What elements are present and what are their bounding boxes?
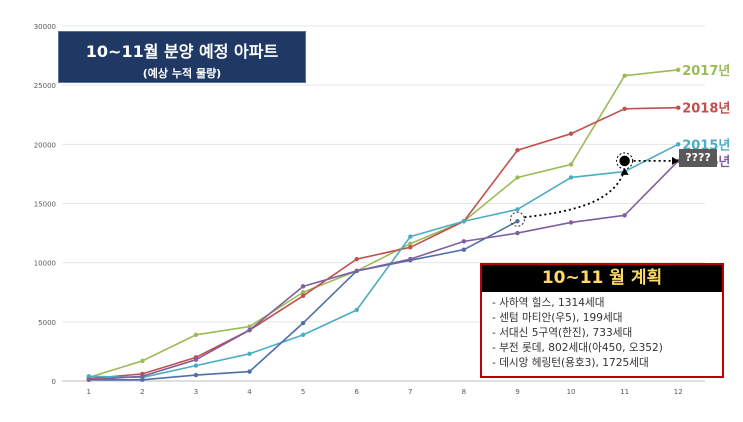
y-axis: 0 5000 10000 15000 20000 25000 30000 (34, 23, 56, 386)
chart-subtitle: (예상 누적 물량) (142, 67, 222, 80)
data-point (140, 377, 145, 383)
chart-title-box: 10~11월 분양 예정 아파트 (예상 누적 물량) (58, 31, 306, 83)
data-point (247, 369, 252, 374)
data-point (408, 245, 413, 250)
data-point (247, 351, 252, 356)
data-point (622, 73, 627, 78)
arrow-head (620, 167, 629, 175)
series-line (88, 106, 679, 380)
data-point (354, 307, 359, 313)
data-point (300, 284, 306, 289)
data-point (408, 241, 413, 246)
x-tick-label: 4 (247, 388, 252, 396)
plan-item: - 부전 롯데, 802세대(아450, 오352) (492, 342, 663, 354)
data-point (408, 234, 413, 239)
chart-grid (62, 25, 705, 382)
data-point (461, 219, 467, 224)
data-point (408, 256, 413, 262)
data-point (193, 357, 199, 362)
plan-item: - 사하역 힐스, 1314세대 (492, 297, 605, 309)
data-point (354, 256, 359, 262)
x-tick-label: 7 (408, 388, 412, 396)
forecast-circle (509, 211, 525, 227)
plan-item: - 서대신 5구역(한진), 733세대 (492, 327, 633, 339)
data-point (140, 374, 145, 379)
data-point (300, 290, 306, 295)
data-point (515, 175, 520, 180)
data-point (193, 372, 199, 378)
x-tick-label: 2 (140, 388, 144, 396)
y-tick-label: 10000 (34, 260, 56, 268)
forecast-ring (616, 152, 634, 170)
x-tick-label: 8 (462, 388, 466, 396)
x-tick-label: 12 (674, 388, 683, 396)
data-point (300, 293, 306, 298)
forecast-point (617, 154, 632, 168)
data-point (515, 148, 520, 153)
x-tick-label: 11 (620, 388, 629, 396)
data-point (193, 332, 199, 338)
data-point (354, 268, 359, 274)
x-axis: 1 2 3 4 5 6 7 8 9 10 11 12 (87, 388, 683, 396)
plan-heading: 10~11 월 계획 (482, 265, 722, 292)
data-point (300, 320, 306, 326)
x-tick-label: 1 (87, 388, 91, 396)
arrow-head (672, 156, 679, 165)
series-line (88, 143, 679, 379)
x-tick-label: 9 (515, 388, 519, 396)
data-point (676, 142, 681, 147)
forecast-arrows (509, 152, 679, 227)
y-tick-label: 5000 (38, 319, 56, 327)
data-point (622, 106, 627, 112)
chart-title: 10~11월 분양 예정 아파트 (85, 42, 279, 61)
data-point (247, 324, 252, 329)
y-tick-label: 0 (52, 378, 56, 386)
data-point (568, 131, 574, 136)
data-point (193, 363, 199, 368)
data-point (461, 239, 467, 244)
series-line (88, 160, 679, 381)
x-tick-label: 6 (354, 388, 359, 396)
x-tick-label: 3 (194, 388, 198, 396)
data-point (515, 230, 520, 236)
data-point (676, 67, 681, 72)
plan-box: 10~11 월 계획 - 사하역 힐스, 1314세대 - 센텀 마티안(우5)… (480, 263, 724, 378)
data-point (86, 377, 91, 383)
data-point (247, 327, 252, 333)
x-tick-label: 5 (301, 388, 305, 396)
plan-list: - 사하역 힐스, 1314세대 - 센텀 마티안(우5), 199세대 - 서… (492, 296, 722, 371)
y-tick-label: 30000 (34, 23, 56, 31)
plan-item: - 데시앙 헤링턴(용호3), 1725세대 (492, 357, 649, 369)
data-point (622, 213, 627, 218)
data-point (86, 374, 91, 379)
series-line (88, 68, 679, 379)
data-point (568, 220, 574, 225)
forecast-arrow (524, 169, 626, 219)
data-point (515, 219, 520, 224)
data-point (676, 105, 681, 110)
series-lines (86, 67, 681, 383)
x-tick-label: 10 (567, 388, 576, 396)
data-point (568, 175, 574, 180)
data-point (300, 332, 306, 338)
y-tick-label: 15000 (34, 201, 56, 209)
y-tick-label: 25000 (34, 82, 56, 90)
plan-item: - 센텀 마티안(우5), 199세대 (492, 312, 623, 324)
series-label: 2017년 (682, 64, 730, 79)
data-point (515, 207, 520, 212)
data-point (568, 162, 574, 167)
data-point (140, 358, 145, 364)
data-point (461, 247, 467, 252)
y-tick-label: 20000 (34, 141, 56, 149)
series-label: 2018년 (682, 102, 730, 117)
forecast-label: ???? (679, 149, 717, 167)
